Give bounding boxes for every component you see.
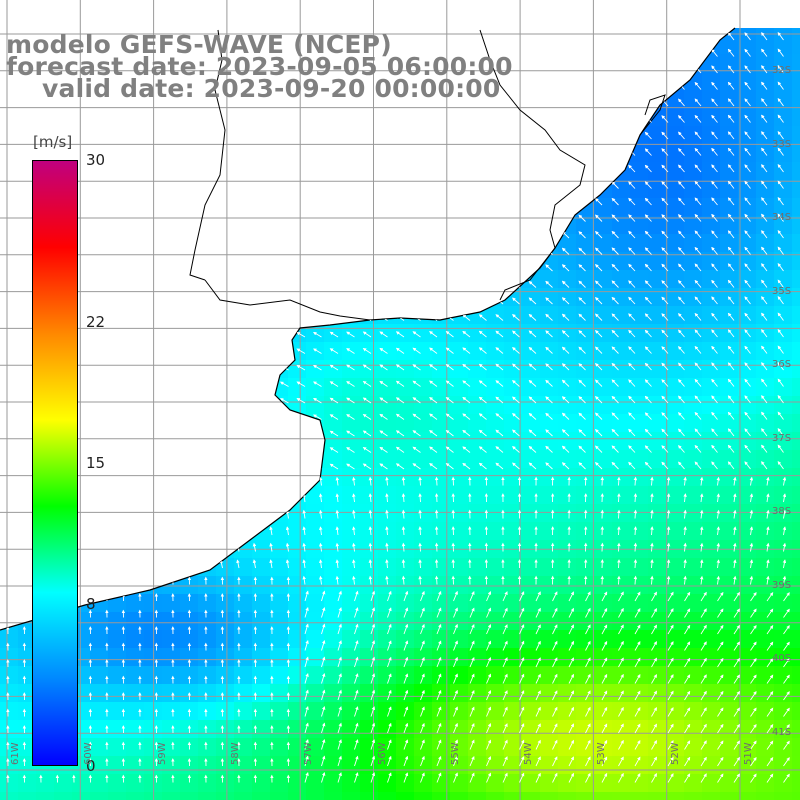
colorbar-tick-label: 15 (86, 454, 106, 472)
latitude-label: 37S (772, 432, 792, 444)
model-title: modelo GEFS-WAVE (NCEP) (6, 30, 392, 59)
latitude-label: 32S (772, 65, 792, 76)
longitude-label: 60W (83, 742, 95, 765)
longitude-label: 51W (743, 742, 754, 765)
longitude-label: 57W (303, 742, 315, 765)
colorbar-tick-label: 8 (86, 595, 96, 614)
latitude-label: 38S (772, 506, 792, 517)
colorbar (32, 160, 78, 766)
latitude-label: 36S (772, 359, 792, 370)
valid-date: valid date: 2023-09-20 00:00:00 (42, 74, 501, 103)
latitude-label: 40S (772, 653, 792, 664)
latitude-label: 34S (772, 212, 792, 223)
longitude-label: 59W (156, 742, 168, 765)
latitude-label: 33S (772, 138, 792, 150)
colorbar-tick-label: 22 (86, 312, 106, 331)
colorbar-tick-label: 30 (86, 151, 106, 169)
longitude-label: 52W (669, 742, 681, 765)
longitude-label: 55W (449, 742, 461, 765)
latitude-label: 35S (772, 285, 792, 297)
latitude-label: 39S (772, 579, 792, 591)
longitude-label: 58W (229, 742, 241, 765)
longitude-label: 61W (10, 742, 21, 765)
colorbar-tick-label: 0 (86, 757, 96, 775)
latitude-label: 41S (772, 726, 792, 738)
longitude-label: 53W (596, 742, 608, 765)
longitude-label: 54W (523, 742, 535, 765)
colorbar-unit-label: [m/s] (33, 133, 73, 151)
longitude-label: 56W (376, 742, 388, 765)
coastline (0, 27, 736, 631)
forecast-date: forecast date: 2023-09-05 06:00:00 (6, 52, 513, 81)
